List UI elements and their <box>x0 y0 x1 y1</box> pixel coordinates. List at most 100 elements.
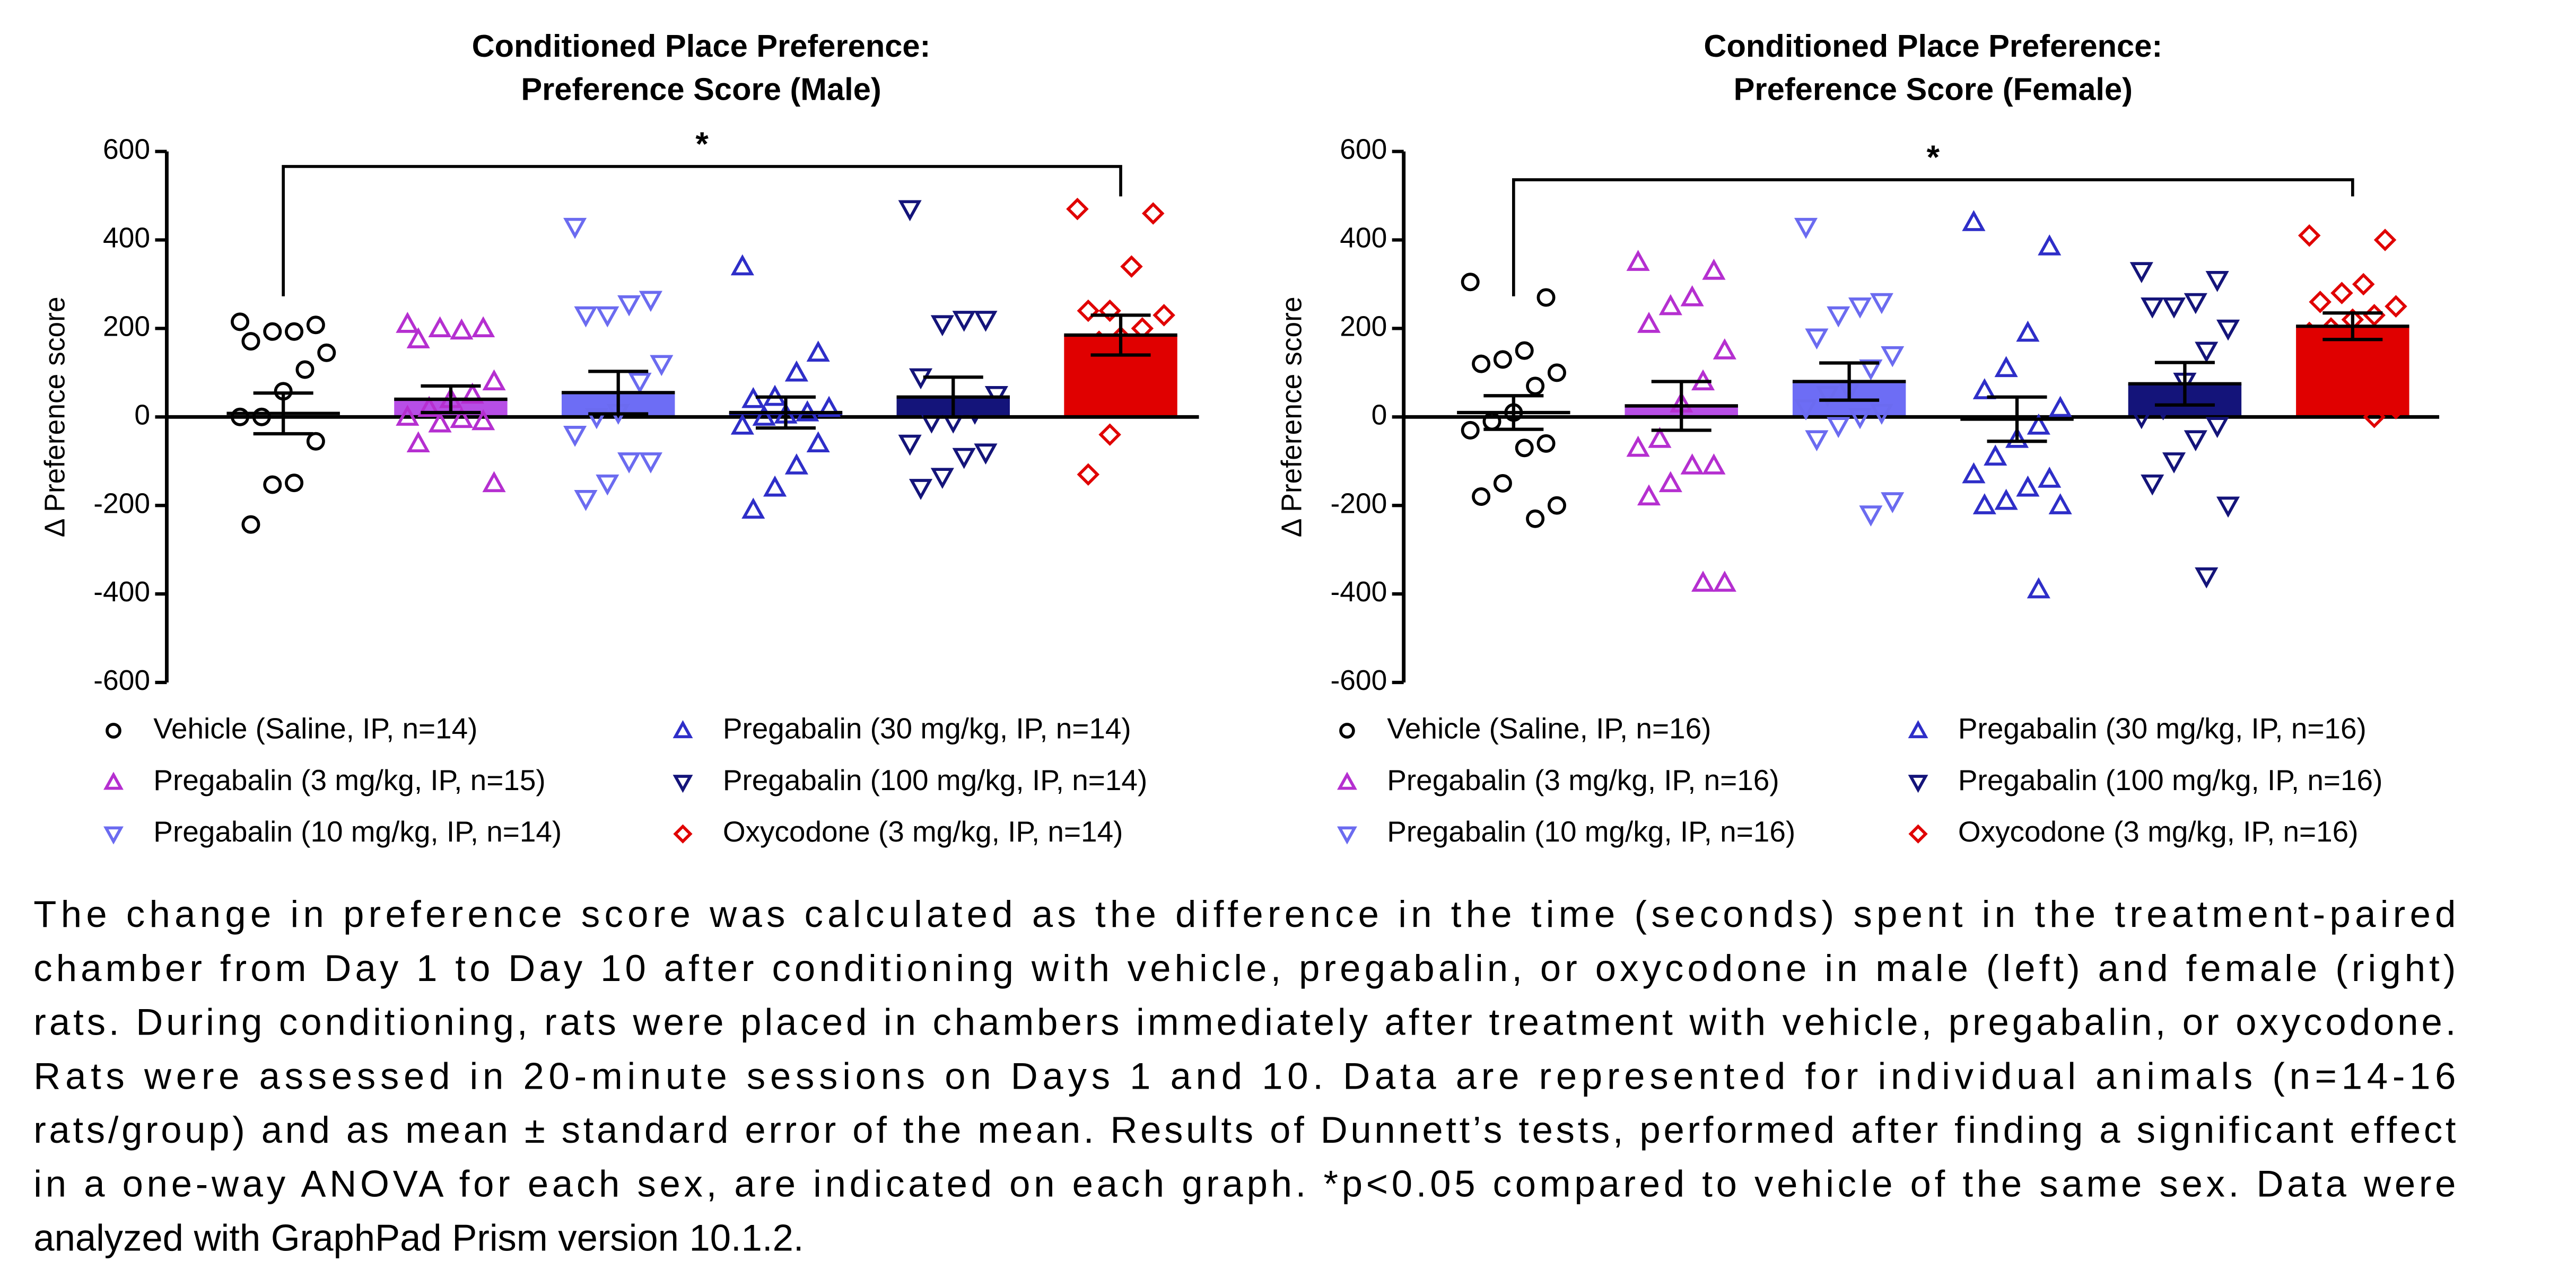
data-point <box>1827 306 1850 328</box>
data-point <box>2005 426 2029 448</box>
data-point <box>817 396 841 417</box>
caption-line: rats/group) and as mean ± standard error… <box>33 1109 2456 1151</box>
chart-title: Conditioned Place Preference: <box>472 28 931 64</box>
data-point <box>1066 344 1089 366</box>
data-point <box>231 407 250 426</box>
data-point <box>2184 430 2207 452</box>
error-bar <box>1457 394 1570 431</box>
caption-line: Rats were assessed in 20-minute sessions… <box>33 1055 2456 1097</box>
legend-label: Oxycodone (3 mg/kg, IP, n=16) <box>1958 815 2359 848</box>
error-bar <box>226 391 340 436</box>
data-point <box>450 318 474 340</box>
data-point <box>2162 452 2186 474</box>
legend-label: Pregabalin (10 mg/kg, IP, n=14) <box>153 815 562 848</box>
legend-label: Pregabalin (30 mg/kg, IP, n=16) <box>1958 712 2367 745</box>
data-point <box>1680 453 1704 475</box>
legend-marker <box>1908 720 1928 739</box>
error-bar <box>2296 311 2409 341</box>
legend-label: Pregabalin (3 mg/kg, IP, n=15) <box>153 764 545 796</box>
y-tick-label: -200 <box>93 488 150 519</box>
error-bar <box>729 395 843 430</box>
data-point <box>471 316 495 338</box>
data-point <box>1626 250 1650 271</box>
y-tick-label: -400 <box>93 576 150 608</box>
data-point <box>974 311 998 332</box>
data-point <box>1547 496 1566 515</box>
data-point <box>1680 285 1704 306</box>
legend-marker <box>673 824 693 844</box>
data-point <box>1805 430 1829 452</box>
data-point <box>1141 361 1165 384</box>
data-point <box>563 217 587 239</box>
error-bar <box>394 384 508 415</box>
error-bar <box>561 370 675 416</box>
y-tick-label: -200 <box>1330 488 1387 519</box>
data-point <box>2141 297 2164 319</box>
significance-bracket <box>1512 178 2354 296</box>
data-point <box>930 468 954 489</box>
data-point <box>2184 293 2207 314</box>
chart-title: Preference Score (Female) <box>1734 71 2133 107</box>
data-point <box>306 316 325 335</box>
data-point <box>628 372 652 394</box>
data-point <box>584 408 608 430</box>
data-point <box>1515 439 1534 458</box>
legend-marker <box>103 772 124 790</box>
y-tick-label: 400 <box>1340 223 1387 254</box>
data-point <box>263 475 282 494</box>
data-point <box>650 355 674 376</box>
caption-line: The change in preference score was calcu… <box>33 893 2456 935</box>
data-point <box>1077 299 1100 322</box>
data-point <box>1120 379 1143 402</box>
data-point <box>1972 378 1996 399</box>
data-point <box>1794 399 1818 421</box>
data-point <box>1461 273 1480 292</box>
data-point <box>639 291 662 312</box>
data-point <box>1962 462 1986 484</box>
legend-label: Oxycodone (3 mg/kg, IP, n=14) <box>723 815 1123 848</box>
y-axis-label: Δ Preference score <box>1277 296 1308 537</box>
data-point <box>1658 294 1682 316</box>
chart-title: Preference Score (Male) <box>521 71 881 107</box>
caption-line: analyzed with GraphPad Prism version 10.… <box>33 1216 804 1258</box>
data-point <box>1658 471 1682 493</box>
data-point <box>1077 463 1100 486</box>
data-point <box>460 382 484 404</box>
data-point <box>2162 297 2186 319</box>
y-tick-label: -600 <box>1330 665 1387 696</box>
data-point <box>920 413 944 434</box>
data-point <box>1515 341 1534 360</box>
data-point <box>1713 571 1736 592</box>
data-point <box>596 306 619 328</box>
data-point <box>784 360 808 382</box>
data-point <box>482 471 506 493</box>
legend-marker <box>673 775 693 793</box>
data-point <box>428 316 452 338</box>
data-point <box>1131 317 1154 340</box>
data-point <box>2363 304 2386 327</box>
y-tick-label: -600 <box>93 665 150 696</box>
legend-label: Pregabalin (100 mg/kg, IP, n=14) <box>723 764 1147 796</box>
data-point <box>252 407 271 426</box>
chart-title: Conditioned Place Preference: <box>1704 28 2162 64</box>
y-tick-label: 0 <box>1372 399 1387 431</box>
legend-label: Pregabalin (30 mg/kg, IP, n=14) <box>723 712 1131 745</box>
data-point <box>1848 297 1872 319</box>
data-point <box>574 306 598 328</box>
data-point <box>563 426 587 447</box>
data-point <box>2216 496 2240 518</box>
data-point <box>1859 359 1883 381</box>
data-point <box>2309 379 2332 402</box>
data-point <box>974 443 998 465</box>
caption-line: in a one-way ANOVA for each sex, are ind… <box>33 1163 2456 1205</box>
data-point <box>639 452 662 474</box>
error-bar <box>2128 361 2242 407</box>
data-point <box>2129 262 2153 284</box>
data-point <box>784 453 808 475</box>
error-bar <box>1792 361 1906 402</box>
data-point <box>1648 426 1672 448</box>
data-point <box>1972 493 1996 514</box>
data-point <box>2205 417 2229 439</box>
data-point <box>2027 413 2050 435</box>
